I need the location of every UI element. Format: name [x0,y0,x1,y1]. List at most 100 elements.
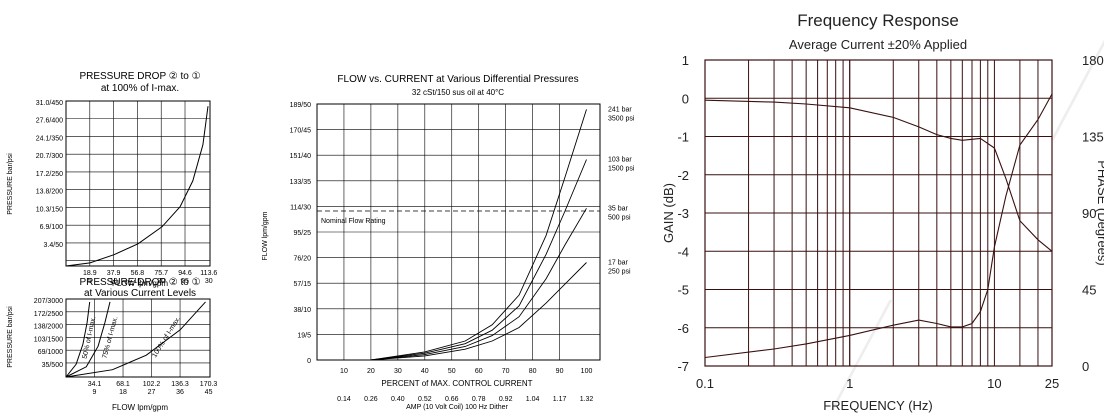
chart1-ytick-label: 24.1/350 [36,135,63,142]
chart3-series-line [370,208,587,361]
chart3-ytick-label: 114/30 [290,204,311,211]
chart4-series-line [704,93,1053,359]
chart3-xtick-label: 50 [448,368,456,375]
chart3-series-label: 500 psi [608,214,631,221]
chart2-xtick-lpm: 102.2 [143,381,161,388]
chart3-ytick-label: 189/50 [290,102,312,109]
chart3-series-label: 241 bar [608,106,632,113]
chart3-series-label: 250 psi [608,268,631,275]
chart4-ytick-label: -1 [677,130,689,145]
chart1-subtitle: at 100% of I-max. [101,83,179,94]
chart1-xtick-gpm: 10 [110,278,118,285]
chart4-subtitle: Average Current ±20% Applied [789,37,967,52]
chart3-xtick-label: 80 [529,368,537,375]
chart3-ytick-label: 57/15 [293,281,311,288]
chart3-series-label: 1500 psi [608,166,635,173]
chart4-xtick-label: 25 [1045,376,1059,391]
chart3-xtick-label: 20 [367,368,375,375]
chart3-amp-tick-label: 0.40 [391,396,405,403]
chart3-xlabel2: AMP (10 Volt Coil) 100 Hz Dither [406,404,508,411]
chart2-ytick-label: 138/2000 [34,324,63,331]
chart4-ytick-label: -5 [677,283,689,298]
chart3-amp-tick-label: 1.32 [580,396,594,403]
chart3-ylabel: FLOW lpm/gpm [262,211,269,260]
chart4-xlabel: FREQUENCY (Hz) [823,398,933,413]
chart4-y2tick-label: 135 [1082,130,1104,145]
chart3-amp-tick-label: 0.26 [364,396,378,403]
chart4-ytick-label: -2 [677,168,689,183]
chart1-title: PRESSURE DROP ② to ① [79,71,200,82]
chart3-series-label: 3500 psi [608,115,635,122]
chart2-curve [65,301,206,378]
chart1-xtick-lpm: 37.9 [107,270,121,277]
chart2-xtick-lpm: 136.3 [171,381,189,388]
chart3-amp-tick-label: 1.04 [526,396,540,403]
chart3-ytick-label: 0 [307,358,311,365]
chart3-amp-tick-label: 0.92 [499,396,513,403]
chart3-xtick-label: 60 [475,368,483,375]
chart4-ytick-label: -7 [677,359,689,374]
chart2-ytick-label: 103/1500 [34,336,63,343]
chart3-subtitle: 32 cSt/150 sus oil at 40°C [412,88,504,97]
chart3-reference-label: Nominal Flow Rating [321,218,386,225]
chart3-ytick-label: 76/20 [293,256,311,263]
chart1-ytick-label: 20.7/300 [36,153,63,160]
chart4-ytick-label: -3 [677,206,689,221]
chart1-ytick-label: 10.3/150 [36,206,63,213]
chart1-ytick-label: 17.2/250 [36,171,63,178]
chart1-curve [65,106,209,267]
chart4-ytick-label: -4 [677,244,689,259]
chart4-xtick-label: 10 [987,376,1001,391]
chart2-xtick-gpm: 18 [119,389,127,396]
chart2-xtick-lpm: 34.1 [88,381,102,388]
chart2-xtick-lpm: 68.1 [116,381,130,388]
chart3-ytick-label: 151/40 [290,153,312,160]
chart3-amp-tick-label: 0.52 [418,396,432,403]
chart3-xtick-label: 90 [556,368,564,375]
chart2-xtick-gpm: 36 [176,389,184,396]
chart4-y2label: PHASE (Degrees) [1095,160,1104,265]
chart1-xlabel: FLOW lpm/gpm [112,279,168,288]
chart1-xtick-gpm: 20 [157,278,165,285]
chart1-ytick-label: 3.4/50 [44,242,64,249]
chart3-ytick-label: 95/25 [293,230,311,237]
chart1-xtick-lpm: 113.6 [200,270,217,277]
chart3-amp-tick-label: 0.78 [472,396,486,403]
chart1-xtick-lpm: 94.6 [178,270,192,277]
chart1-plot-frame [65,100,211,267]
chart3-ytick-label: 38/10 [293,307,311,314]
chart3-amp-tick-label: 0.14 [337,396,351,403]
chart4-y2tick-label: 90 [1082,206,1096,221]
chart3-xtick-label: 40 [421,368,429,375]
chart3-xlabel: PERCENT of MAX. CONTROL CURRENT [381,379,532,388]
chart4-y2tick-label: 0 [1082,359,1089,374]
chart2-xtick-gpm: 27 [148,389,156,396]
chart4-y2tick-label: 180 [1082,53,1104,68]
chart1-ytick-label: 13.8/200 [36,189,63,196]
chart1-xtick-gpm: 30 [205,278,213,285]
chart1-xtick-lpm: 75.7 [154,270,168,277]
chart1-xtick-gpm: 25 [181,278,189,285]
chart3-xtick-label: 70 [502,368,510,375]
chart2-ytick-label: 69/1000 [38,349,63,356]
chart4-title: Frequency Response [797,11,959,30]
chart2-plot-frame [65,298,211,378]
chart3-series-line [370,159,587,361]
chart2-ytick-label: 172/2500 [34,311,63,318]
chart3-ytick-label: 170/45 [290,128,312,135]
chart4-ylabel: GAIN (dB) [661,183,676,243]
chart3-title: FLOW vs. CURRENT at Various Differential… [337,74,578,85]
chart1-ytick-label: 6.9/100 [40,224,63,231]
chart2-xtick-lpm: 170.3 [200,381,218,388]
chart1-ytick-label: 27.6/400 [36,118,63,125]
chart2-curve [65,301,91,378]
chart1-xtick-lpm: 56.8 [131,270,145,277]
chart2-curve [65,301,111,378]
chart4-series-line [704,99,1053,252]
chart4-ytick-label: 0 [682,91,689,106]
chart3-xtick-label: 30 [394,368,402,375]
chart3-series-label: 35 bar [608,205,629,212]
chart3-ytick-label: 133/35 [290,179,312,186]
chart1-xtick-gpm: 15 [134,278,142,285]
